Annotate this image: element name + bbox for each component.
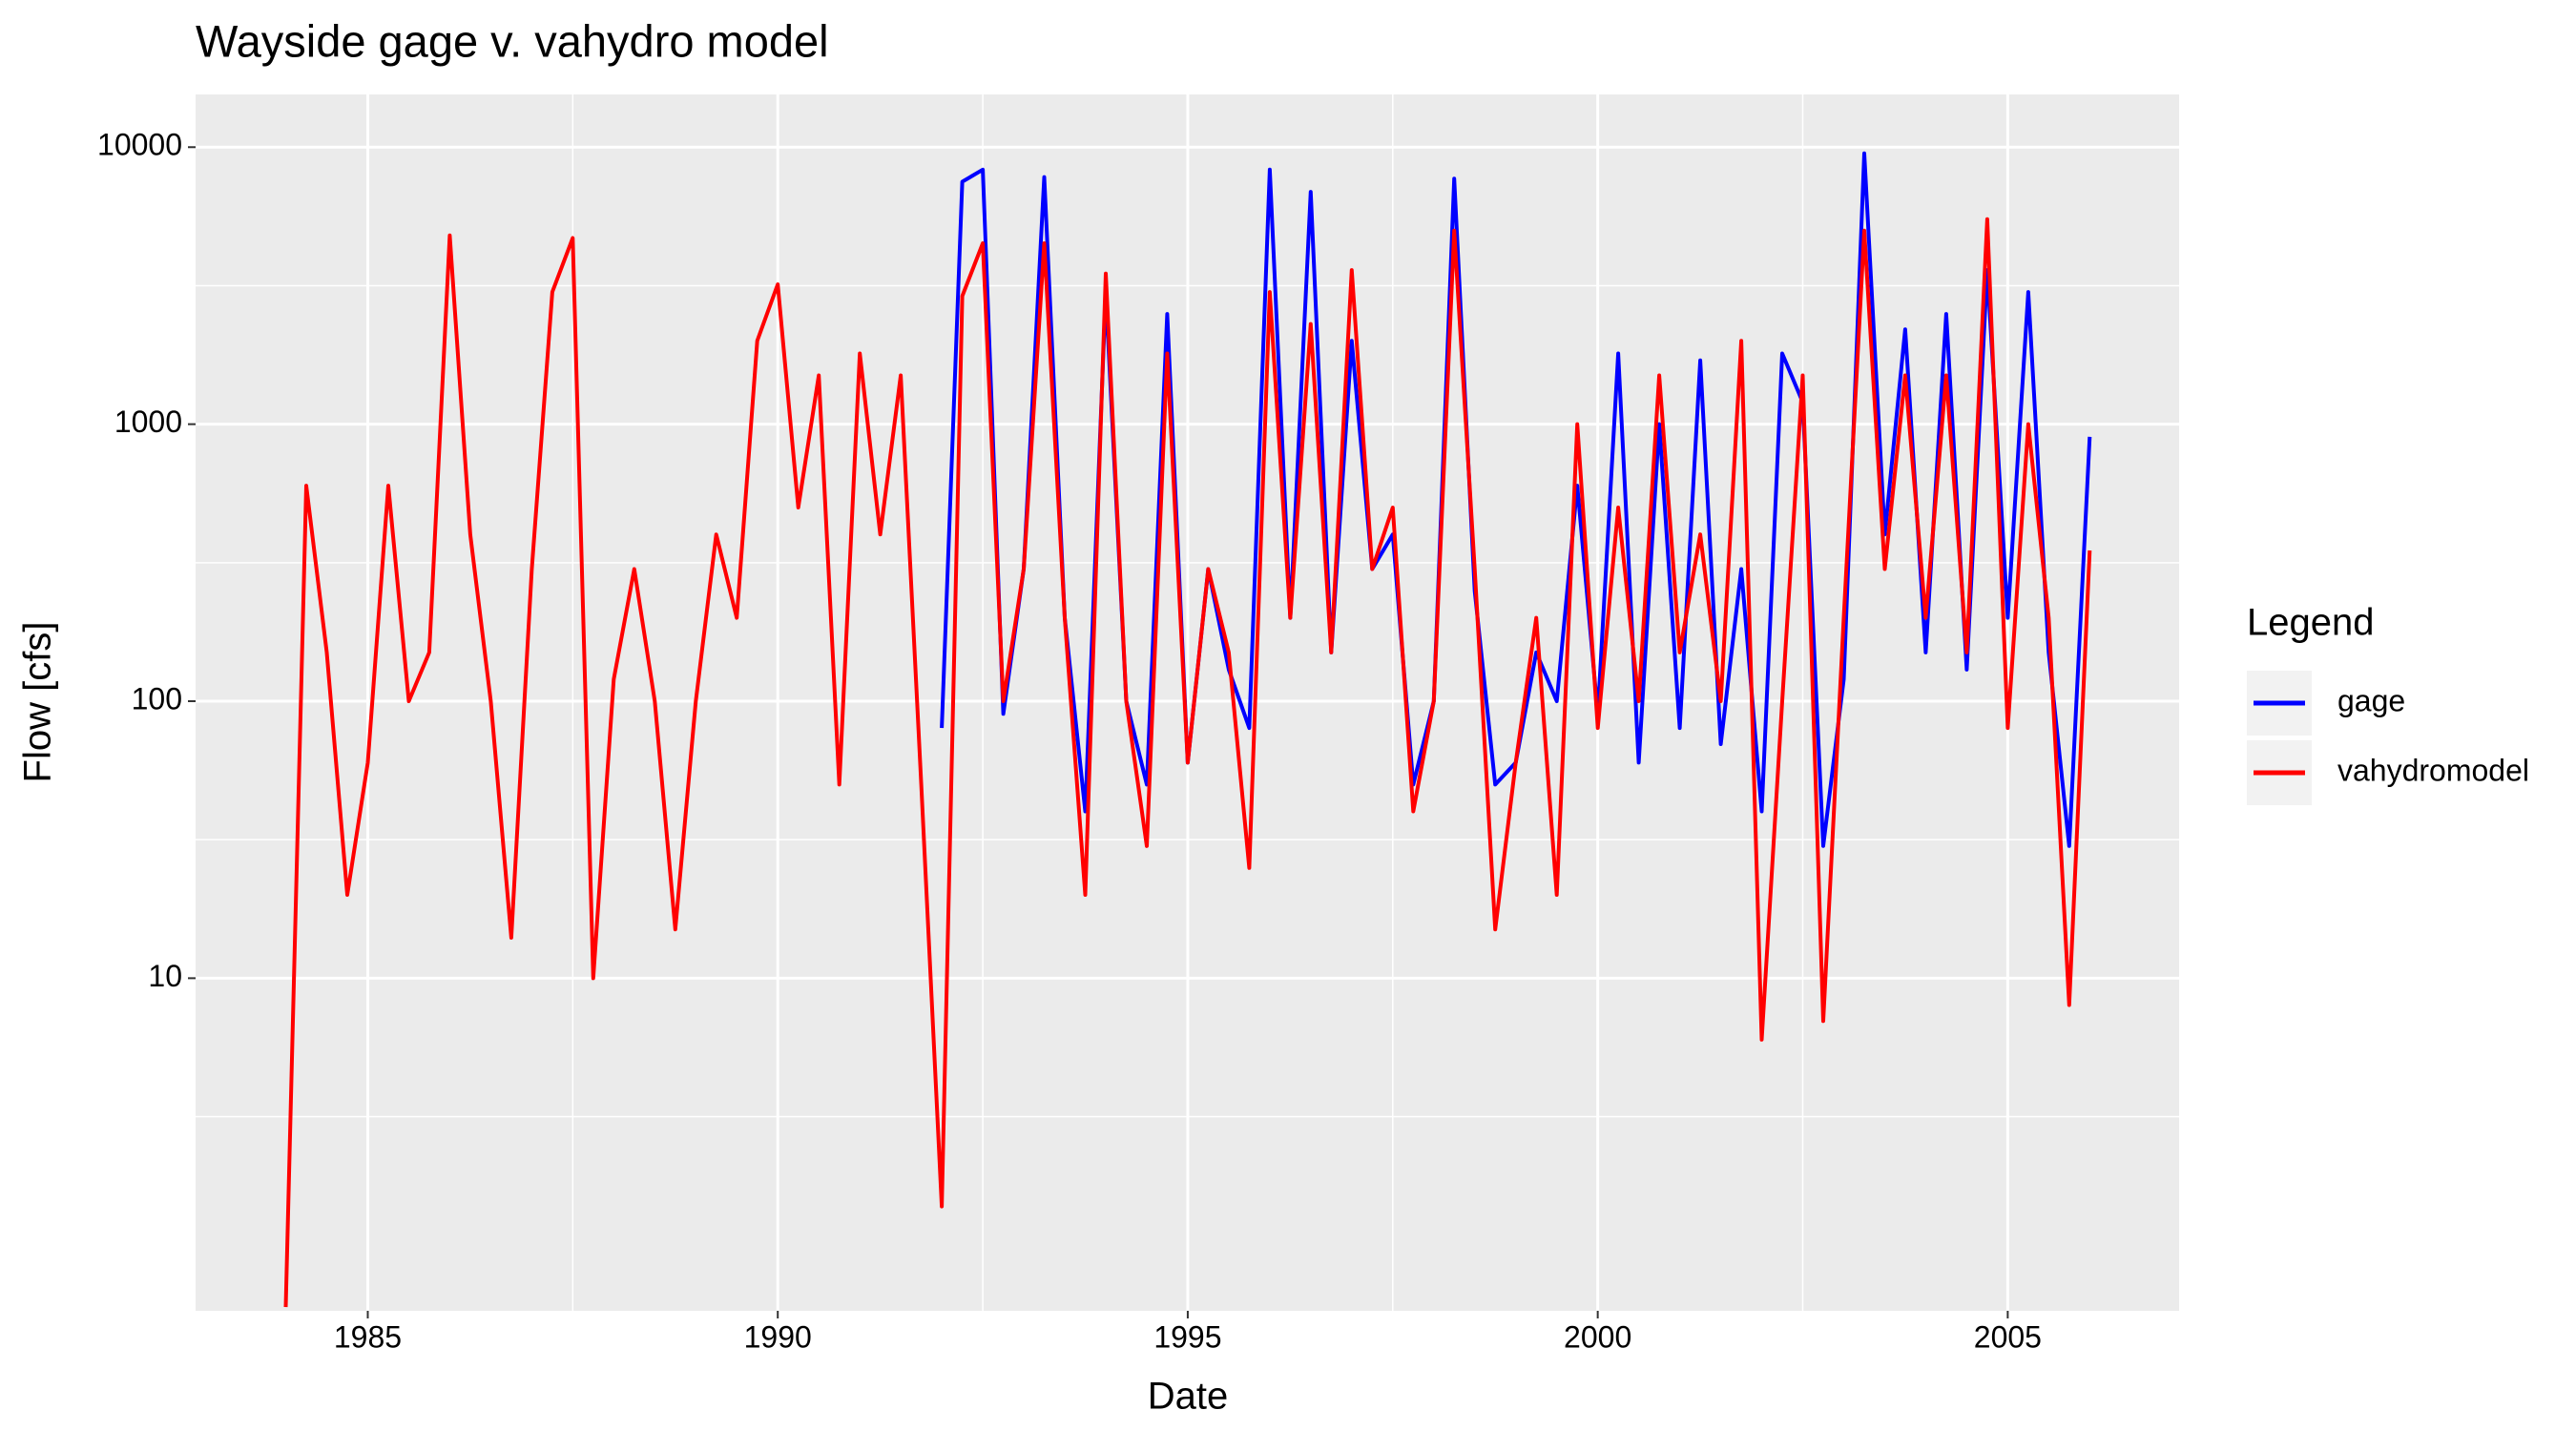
legend: gage vahydromodel <box>2247 671 2529 805</box>
y-tick-label: 100 <box>132 681 182 716</box>
x-axis-label: Date <box>1148 1376 1229 1418</box>
lines <box>283 151 2092 1308</box>
grid <box>196 94 2179 1311</box>
y-tick-label: 10000 <box>97 128 182 162</box>
y-tick-label: 1000 <box>114 404 182 439</box>
y-tick-label: 10 <box>148 959 182 993</box>
legend-label: gage <box>2337 683 2405 717</box>
x-tick-label: 1985 <box>334 1319 402 1354</box>
series-line <box>283 217 2092 1308</box>
x-tick-label: 2000 <box>1564 1319 1631 1354</box>
chart-title: Wayside gage v. vahydro model <box>196 15 829 66</box>
x-tick-label: 1990 <box>744 1319 812 1354</box>
x-tick-label: 1995 <box>1153 1319 1221 1354</box>
x-tick-label: 2005 <box>1974 1319 2042 1354</box>
legend-label: vahydromodel <box>2337 753 2529 787</box>
y-axis-label: Flow [cfs] <box>17 622 59 783</box>
legend-title: Legend <box>2247 602 2374 644</box>
